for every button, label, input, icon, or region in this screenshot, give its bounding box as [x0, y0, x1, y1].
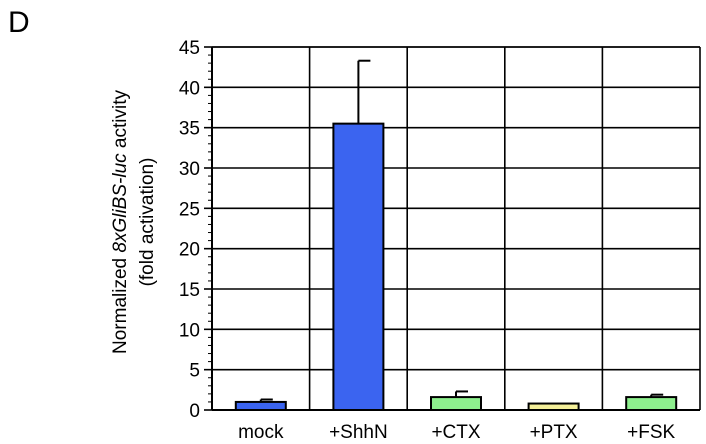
y-tick-label-45: 45 [179, 38, 200, 59]
y-tick-label-15: 15 [179, 280, 200, 301]
x-tick-label-2: +CTX [431, 422, 480, 443]
y-axis-title-line2: (fold activation) [137, 158, 158, 287]
y-tick-label-40: 40 [179, 78, 200, 99]
x-tick-label-3: +PTX [530, 422, 578, 443]
y-axis-title-line1: Normalized 8xGliBS-luc activity [110, 90, 131, 354]
bars-layer [234, 122, 678, 411]
x-tick-labels: mock +ShhN +CTX +PTX +FSK [238, 422, 675, 443]
y-tick-label-35: 35 [179, 119, 200, 140]
bar-1 [332, 122, 385, 411]
y-tick-label-25: 25 [179, 199, 200, 220]
panel-label: D [8, 6, 30, 39]
y-tick-label-5: 5 [189, 361, 200, 382]
y-tick-labels: 0 5 10 15 20 25 30 35 40 45 [179, 38, 200, 422]
x-tick-label-1: +ShhN [329, 422, 388, 443]
axis-layer [204, 46, 701, 411]
y-tick-label-10: 10 [179, 320, 200, 341]
bar-2 [430, 396, 482, 411]
bar-4 [625, 396, 678, 411]
y-tick-label-20: 20 [179, 240, 200, 261]
x-tick-label-0: mock [238, 422, 284, 443]
x-tick-label-4: +FSK [627, 422, 675, 443]
bar-0 [234, 400, 287, 411]
y-tick-label-0: 0 [189, 401, 200, 422]
grid-layer [212, 46, 700, 410]
error-bars-layer [259, 59, 664, 402]
y-tick-label-30: 30 [179, 159, 200, 180]
